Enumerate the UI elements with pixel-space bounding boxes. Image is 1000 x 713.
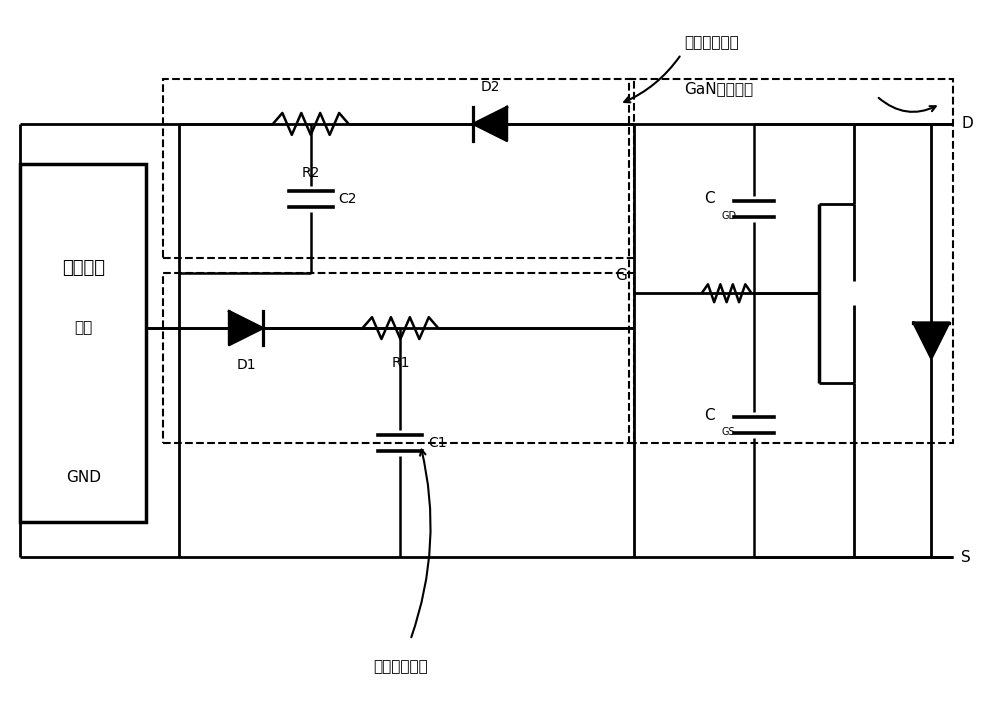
Text: R1: R1 [391,356,410,370]
Polygon shape [473,107,507,141]
Text: 开通控制单元: 开通控制单元 [373,660,428,674]
Text: GND: GND [66,470,101,485]
Text: 驱动芯片: 驱动芯片 [62,260,105,277]
Text: C2: C2 [339,192,357,205]
Text: GD: GD [721,210,736,220]
Text: D1: D1 [236,358,256,372]
Polygon shape [229,311,263,345]
FancyBboxPatch shape [20,164,146,523]
Text: D: D [961,116,973,131]
Text: GaN功率器件: GaN功率器件 [684,81,753,96]
Text: R2: R2 [302,165,320,180]
Text: S: S [961,550,971,565]
Text: C1: C1 [428,436,447,450]
Text: 关断控制单元: 关断控制单元 [684,35,739,50]
Text: C: C [704,408,714,423]
Text: G: G [615,268,627,283]
Text: D2: D2 [480,80,500,94]
Polygon shape [913,322,949,359]
Text: C: C [704,191,714,206]
Text: 输出: 输出 [74,321,92,336]
Text: GS: GS [721,427,735,437]
